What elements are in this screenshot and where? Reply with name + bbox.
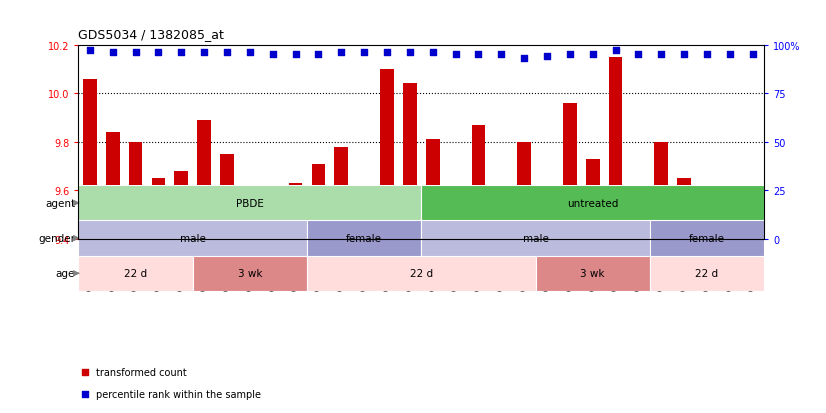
Text: 22 d: 22 d: [410, 268, 433, 279]
Bar: [746, 196, 759, 240]
Bar: [632, 223, 645, 240]
Bar: [650, 221, 764, 256]
Point: [78, 368, 92, 375]
Point: [655, 52, 668, 58]
Text: percentile rank within the sample: percentile rank within the sample: [96, 389, 261, 399]
Point: [83, 48, 97, 55]
Bar: [83, 79, 97, 240]
Bar: [654, 142, 668, 240]
Text: GDS5034 / 1382085_at: GDS5034 / 1382085_at: [78, 28, 225, 41]
Point: [175, 50, 188, 57]
Bar: [723, 193, 737, 240]
Bar: [449, 208, 463, 240]
Bar: [700, 193, 714, 240]
Text: agent: agent: [45, 198, 75, 209]
Point: [403, 50, 416, 57]
Text: 22 d: 22 d: [124, 268, 147, 279]
Text: transformed count: transformed count: [96, 367, 187, 377]
Bar: [243, 201, 257, 240]
Bar: [586, 159, 600, 240]
Point: [563, 52, 577, 58]
Bar: [152, 179, 165, 240]
Point: [221, 50, 234, 57]
Bar: [106, 133, 120, 240]
Text: age: age: [55, 268, 75, 279]
Text: male: male: [523, 233, 548, 244]
Text: 22 d: 22 d: [695, 268, 719, 279]
Point: [312, 52, 325, 58]
Point: [358, 50, 371, 57]
Bar: [426, 140, 439, 240]
Text: 3 wk: 3 wk: [238, 268, 262, 279]
Point: [449, 52, 463, 58]
Point: [266, 52, 279, 58]
Point: [472, 52, 485, 58]
Bar: [650, 256, 764, 291]
Point: [244, 50, 257, 57]
Point: [677, 52, 691, 58]
Point: [106, 50, 120, 57]
Point: [632, 52, 645, 58]
Point: [517, 56, 530, 62]
Point: [700, 52, 714, 58]
Point: [540, 54, 553, 60]
Bar: [78, 221, 307, 256]
Point: [197, 50, 211, 57]
Point: [426, 50, 439, 57]
Text: 3 wk: 3 wk: [581, 268, 605, 279]
Bar: [421, 221, 650, 256]
Text: male: male: [180, 233, 206, 244]
Bar: [192, 256, 307, 291]
Point: [380, 50, 394, 57]
Bar: [403, 84, 416, 240]
Bar: [380, 70, 394, 240]
Text: female: female: [689, 233, 725, 244]
Bar: [311, 164, 325, 240]
Bar: [78, 186, 421, 221]
Bar: [335, 147, 348, 240]
Text: female: female: [346, 233, 382, 244]
Point: [586, 52, 600, 58]
Bar: [609, 57, 622, 240]
Bar: [517, 142, 531, 240]
Point: [335, 50, 348, 57]
Bar: [307, 221, 421, 256]
Bar: [677, 179, 691, 240]
Text: untreated: untreated: [567, 198, 619, 209]
Point: [152, 50, 165, 57]
Bar: [266, 223, 279, 240]
Point: [609, 48, 622, 55]
Bar: [421, 186, 764, 221]
Point: [495, 52, 508, 58]
Text: gender: gender: [38, 233, 75, 244]
Bar: [174, 171, 188, 240]
Bar: [472, 126, 485, 240]
Point: [746, 52, 759, 58]
Bar: [540, 189, 553, 240]
Bar: [563, 104, 577, 240]
Bar: [495, 237, 508, 240]
Bar: [535, 256, 650, 291]
Point: [289, 52, 302, 58]
Bar: [358, 198, 371, 240]
Point: [78, 391, 92, 397]
Bar: [78, 256, 192, 291]
Bar: [307, 256, 535, 291]
Point: [129, 50, 142, 57]
Bar: [197, 121, 211, 240]
Point: [724, 52, 737, 58]
Bar: [221, 154, 234, 240]
Text: PBDE: PBDE: [236, 198, 263, 209]
Bar: [289, 184, 302, 240]
Bar: [129, 142, 142, 240]
